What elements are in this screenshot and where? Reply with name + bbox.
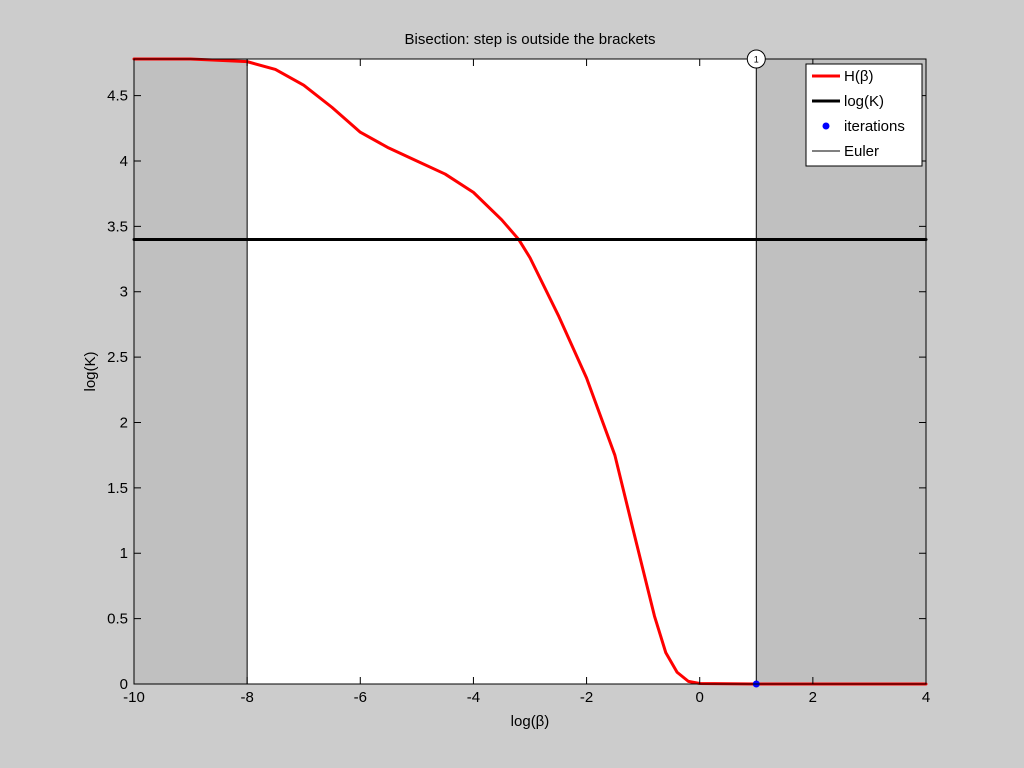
x-tick-label: -4	[467, 689, 480, 706]
series-line-0	[132, 57, 928, 686]
chart-title: Bisection: step is outside the brackets	[405, 31, 656, 48]
legend-marker-2	[822, 122, 830, 130]
annotation-label: 1	[754, 55, 759, 65]
legend-box	[805, 63, 923, 167]
x-axis-label: log(β)	[511, 713, 550, 730]
y-tick-label: 1.5	[107, 480, 128, 497]
x-tick-label: -2	[580, 689, 593, 706]
y-tick-label: 0	[120, 676, 128, 693]
x-tick-label: -8	[240, 689, 253, 706]
y-tick-label: 0.5	[107, 611, 128, 628]
y-tick-label: 4.5	[107, 88, 128, 105]
shaded-region-0	[134, 59, 248, 684]
legend-label: log(K)	[844, 93, 884, 110]
legend-label: iterations	[844, 118, 905, 135]
y-tick-label: 1	[120, 545, 128, 562]
x-tick-label: 4	[922, 689, 930, 706]
y-tick-label: 2.5	[107, 349, 128, 366]
axes-frame	[133, 58, 927, 685]
axes: -10 -8 -6 -4 -2 0 2 4 0 0.5 1 1.5 2 2.5 3 3.5 4 4.5 Bisect…	[82, 31, 930, 730]
y-tick-label: 3	[120, 284, 128, 301]
x-tick-label: -10	[123, 689, 145, 706]
y-tick-label: 2	[120, 414, 128, 431]
x-tick-label: -6	[354, 689, 367, 706]
legend-label: Euler	[844, 143, 879, 160]
y-tick-label: 3.5	[107, 218, 128, 235]
x-tick-label: 2	[809, 689, 817, 706]
y-axis-label: log(K)	[82, 351, 99, 391]
annotation-marker	[746, 49, 766, 69]
legend-label: H(β)	[844, 68, 873, 85]
x-tick-label: 0	[696, 689, 704, 706]
y-tick-label: 4	[120, 153, 128, 170]
